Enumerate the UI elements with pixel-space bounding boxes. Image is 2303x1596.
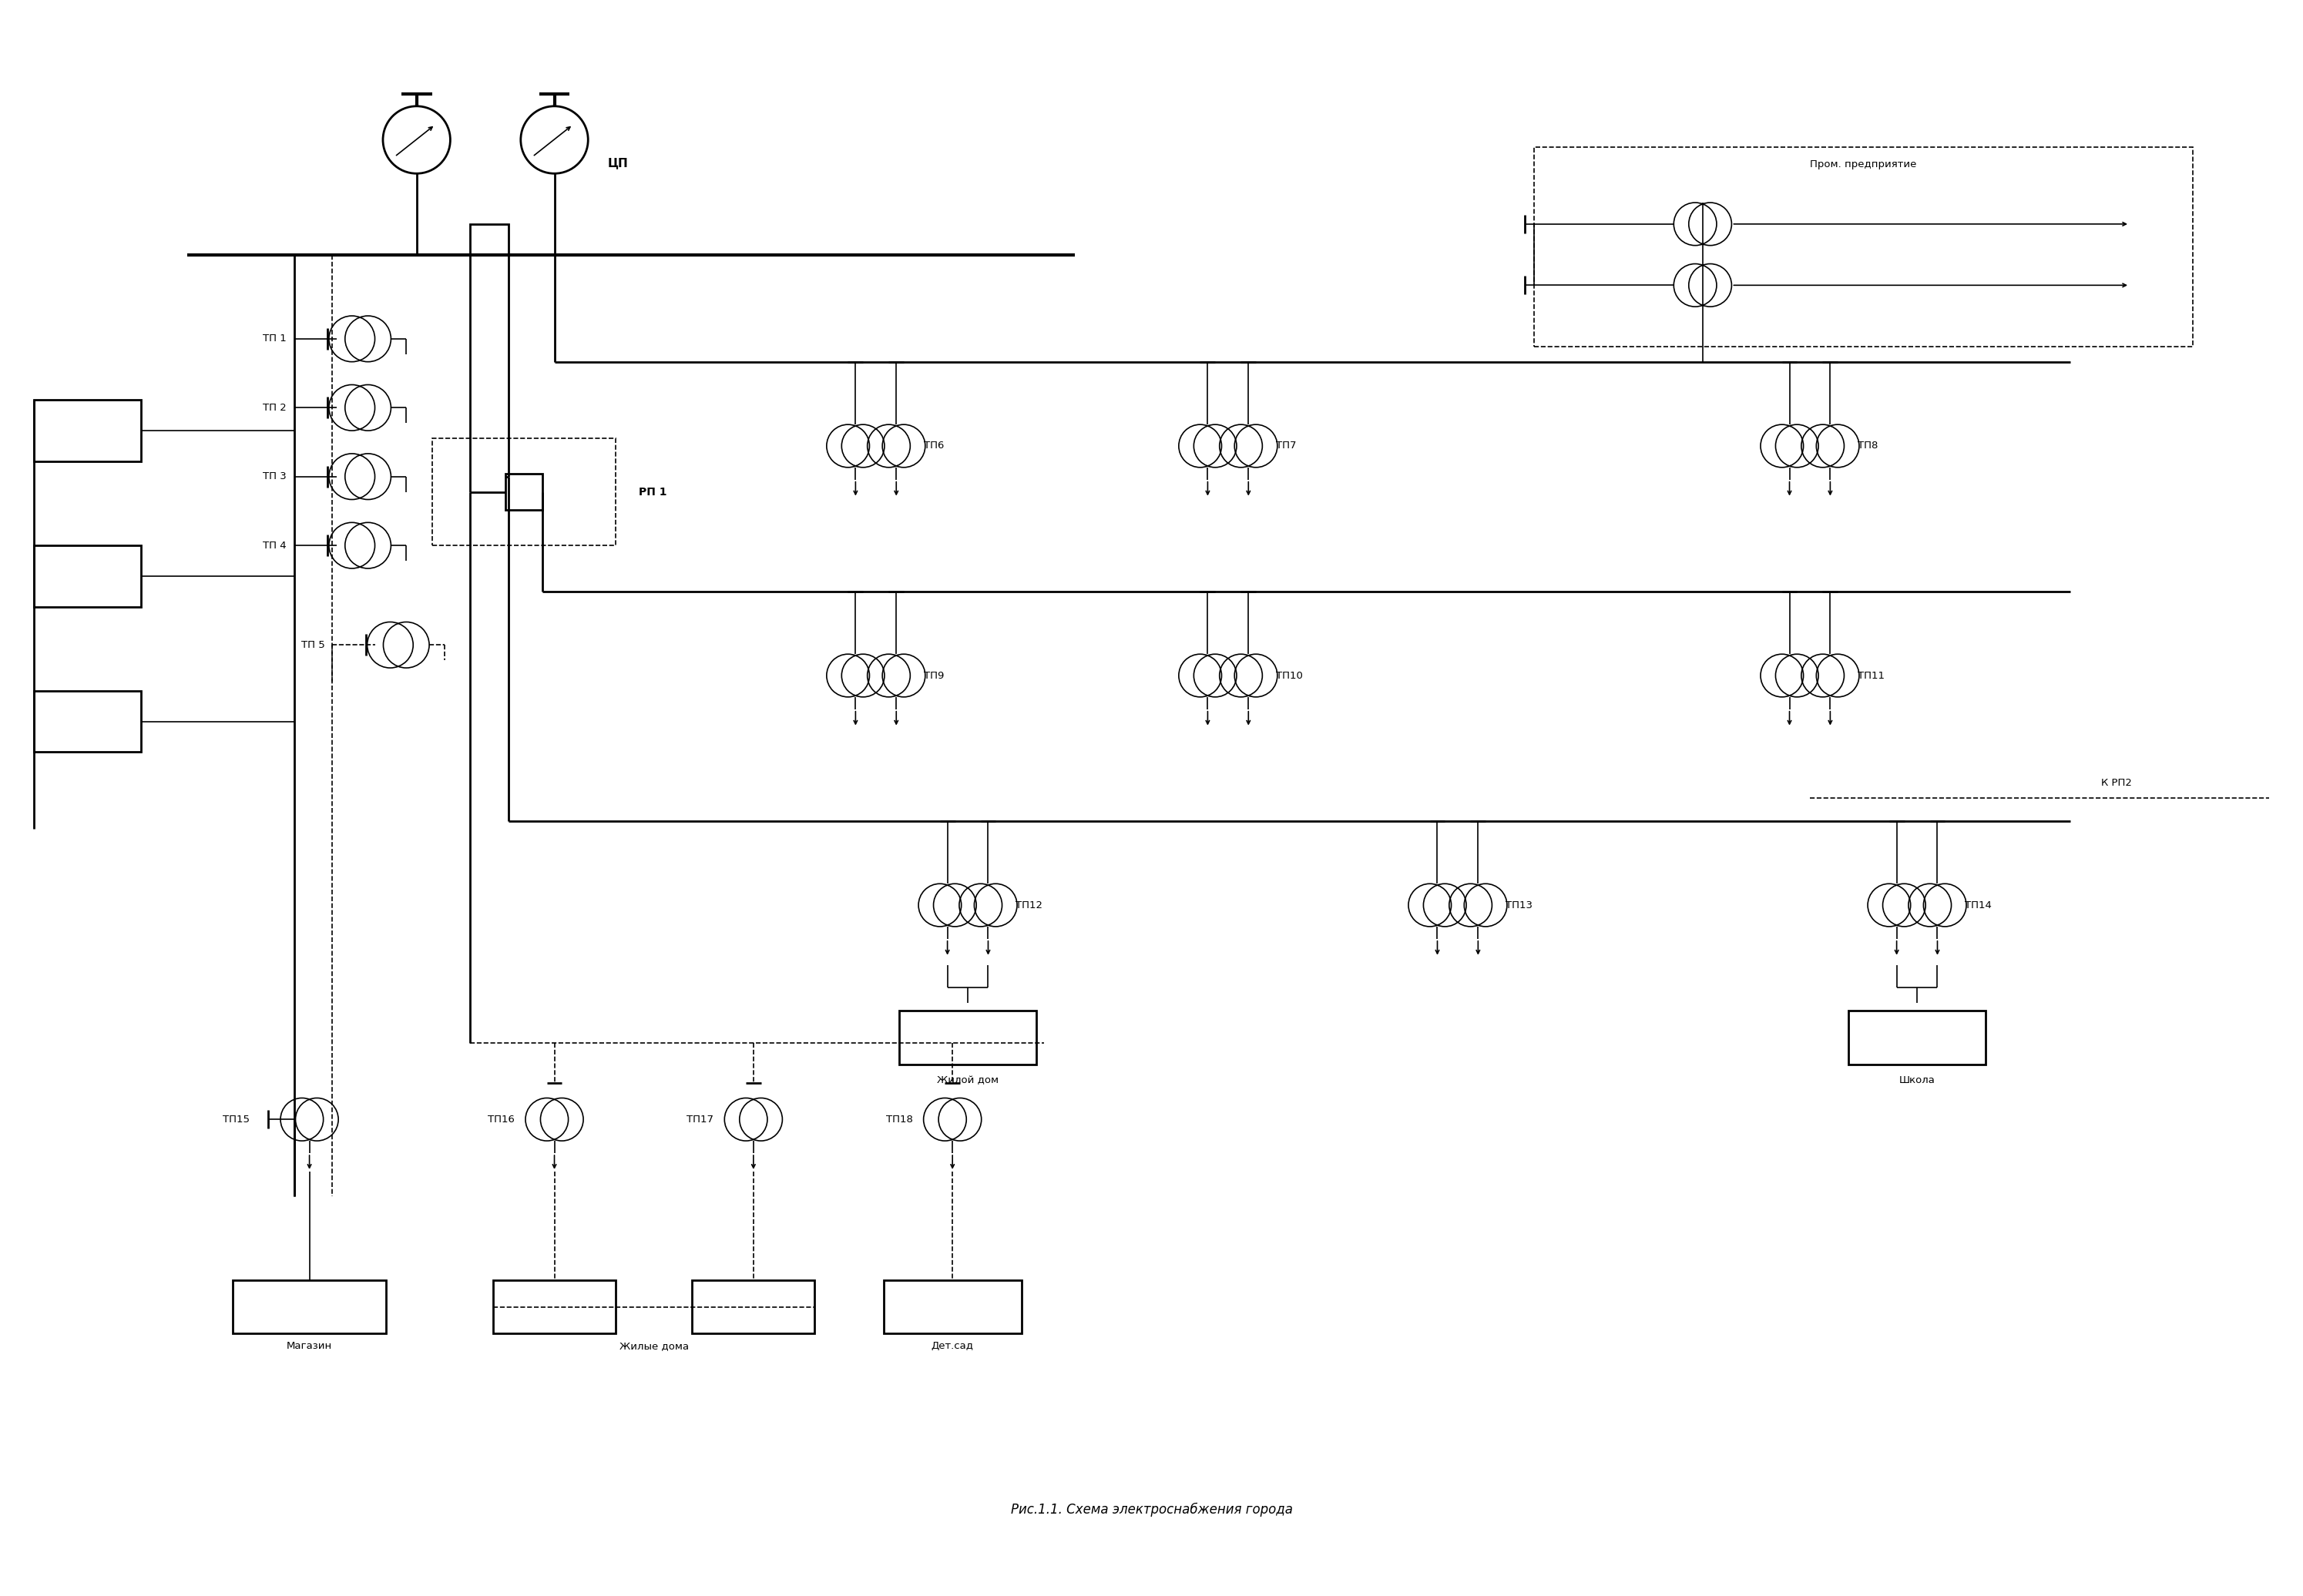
Text: ЦП: ЦП: [608, 156, 629, 169]
Text: ТП 4: ТП 4: [263, 541, 286, 551]
Text: ТП 3: ТП 3: [263, 471, 286, 482]
Text: Школа: Школа: [1900, 1076, 1935, 1085]
Text: Дет.сад: Дет.сад: [930, 1341, 974, 1352]
Circle shape: [382, 107, 451, 174]
Text: ТП6: ТП6: [924, 440, 944, 452]
Circle shape: [520, 107, 587, 174]
Bar: [504, 474, 541, 511]
Bar: [898, 1010, 1036, 1065]
Bar: [884, 1280, 1020, 1334]
Text: ТП 5: ТП 5: [302, 640, 325, 650]
Bar: [433, 439, 615, 546]
Text: ТП11: ТП11: [1859, 670, 1884, 680]
Text: ТП12: ТП12: [1016, 900, 1043, 910]
Bar: [233, 1280, 387, 1334]
Text: Магазин: Магазин: [286, 1341, 332, 1352]
Text: ТП16: ТП16: [488, 1114, 514, 1125]
Bar: [35, 546, 140, 606]
Text: ТП 1: ТП 1: [263, 334, 286, 343]
Text: Рис.1.1. Схема электроснабжения города: Рис.1.1. Схема электроснабжения города: [1011, 1503, 1292, 1516]
Text: ТП13: ТП13: [1506, 900, 1531, 910]
Text: ТП 2: ТП 2: [263, 402, 286, 413]
Bar: [693, 1280, 815, 1334]
Text: ТП7: ТП7: [1276, 440, 1297, 452]
Text: К РП2: К РП2: [2100, 777, 2133, 788]
Bar: [35, 401, 140, 461]
Text: Пром. предприятие: Пром. предприятие: [1810, 160, 1916, 169]
Bar: [1534, 147, 2192, 346]
Bar: [35, 691, 140, 752]
Text: ТП8: ТП8: [1859, 440, 1877, 452]
Bar: [493, 1280, 615, 1334]
Text: Жилые дома: Жилые дома: [620, 1341, 689, 1352]
Text: ТП15: ТП15: [223, 1114, 249, 1125]
Bar: [1847, 1010, 1985, 1065]
Text: ТП10: ТП10: [1276, 670, 1303, 680]
Text: Жилой дом: Жилой дом: [937, 1076, 1000, 1085]
Text: ТП17: ТП17: [686, 1114, 714, 1125]
Text: ТП18: ТП18: [887, 1114, 912, 1125]
Text: ТП14: ТП14: [1964, 900, 1992, 910]
Bar: [470, 223, 509, 255]
Text: РП 1: РП 1: [638, 487, 668, 498]
Text: ТП9: ТП9: [924, 670, 944, 680]
